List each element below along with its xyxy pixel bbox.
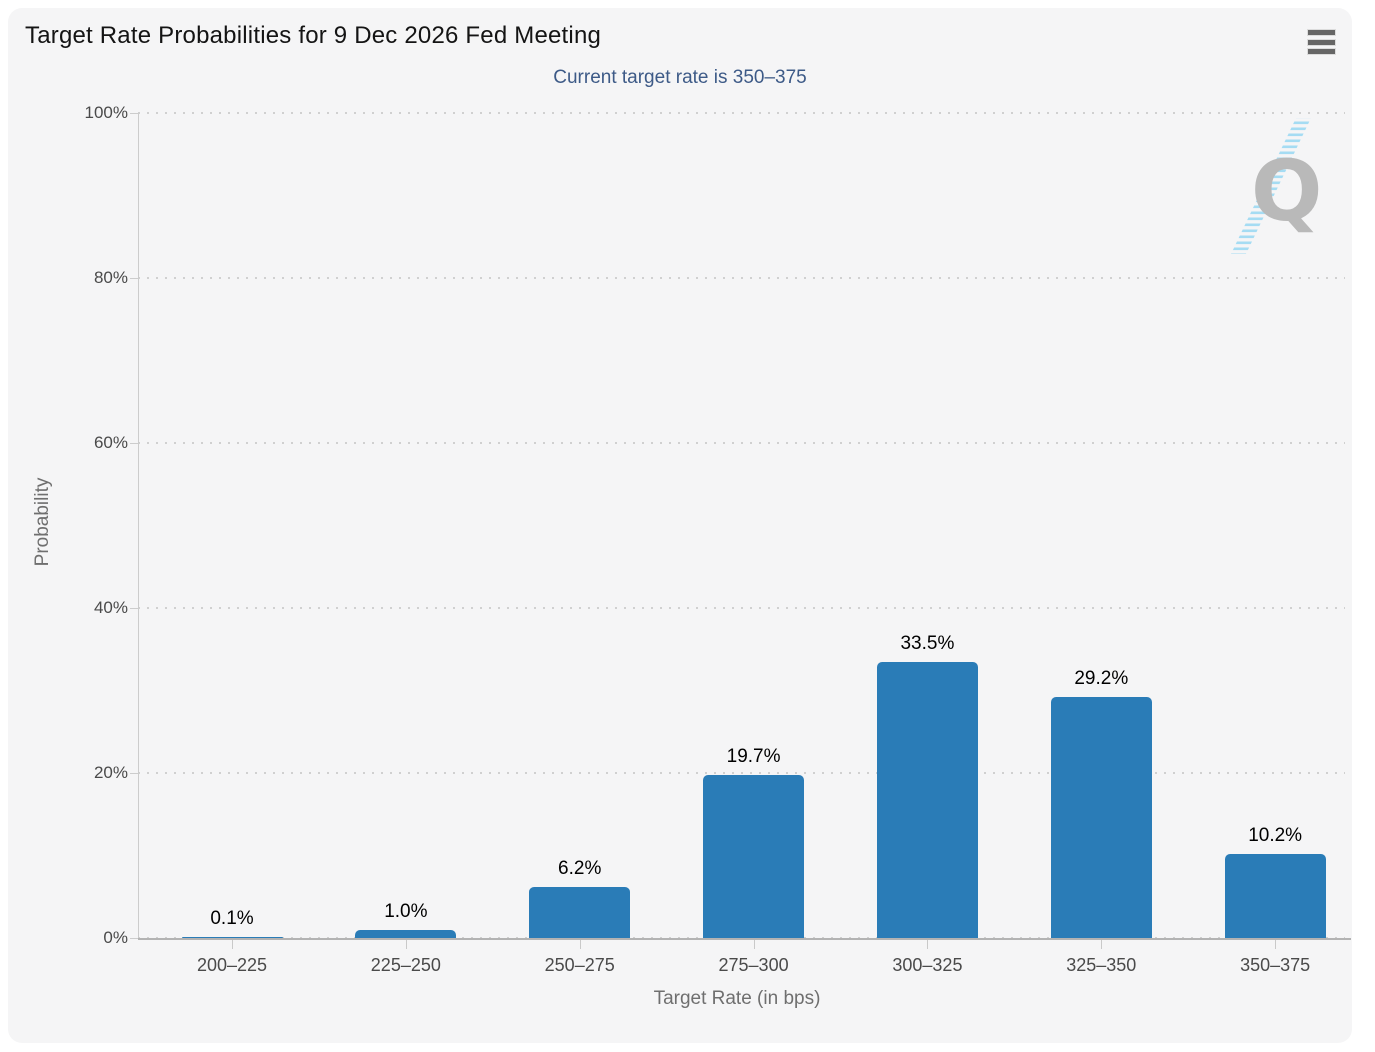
quikstrike-q-logo: Q [1224, 114, 1324, 256]
bar-300-325[interactable] [876, 662, 978, 938]
hamburger-bar [1308, 49, 1335, 54]
gridline [138, 607, 1345, 609]
y-axis-tick-label: 100% [84, 103, 128, 122]
x-axis-tick-label: 250–275 [544, 955, 615, 975]
y-axis-tick-label: 60% [93, 433, 128, 452]
y-axis-tick [130, 278, 138, 279]
bar-250-275[interactable] [529, 887, 631, 938]
y-axis-tick [130, 773, 138, 774]
chart-card: Target Rate Probabilities for 9 Dec 2026… [8, 8, 1352, 1043]
x-axis-title: Target Rate (in bps) [653, 988, 821, 1009]
bar-275-300[interactable] [703, 775, 805, 938]
bar-value-label: 33.5% [900, 633, 955, 654]
plot-area: 0% 20% 40% 60% 80% 100% 0.1% 200–225 1.0% 225–250… [8, 8, 1352, 1043]
y-axis-tick [130, 938, 138, 939]
chart-title: Target Rate Probabilities for 9 Dec 2026… [25, 22, 602, 49]
bar-value-label: 10.2% [1248, 825, 1303, 846]
bar-value-label: 6.2% [558, 858, 602, 879]
x-axis-tick-label: 350–375 [1240, 955, 1311, 975]
y-axis-tick [130, 608, 138, 609]
y-axis-line [138, 113, 139, 938]
bar-350-375[interactable] [1224, 854, 1326, 938]
x-axis-line [138, 938, 1351, 940]
x-axis-tick [927, 940, 929, 949]
hamburger-icon[interactable] [1307, 30, 1336, 54]
bar-value-label: 1.0% [384, 901, 428, 922]
y-axis-tick [130, 113, 138, 114]
x-axis-tick [1101, 940, 1103, 949]
y-axis-tick-label: 40% [93, 598, 128, 617]
watermark-letter: Q [1251, 142, 1322, 240]
x-axis-tick [405, 940, 407, 949]
gridline [138, 112, 1345, 114]
bar-325-350[interactable] [1050, 697, 1152, 938]
x-axis-tick [232, 940, 233, 949]
hamburger-bar [1308, 39, 1335, 45]
lightning-stripes [1231, 118, 1311, 254]
x-axis-tick [1275, 940, 1277, 949]
gridline [138, 277, 1345, 279]
x-axis-tick-label: 275–300 [718, 955, 789, 975]
x-axis-tick [753, 940, 755, 949]
y-axis-tick-label: 80% [93, 268, 128, 287]
y-axis-tick-label: 20% [93, 763, 128, 782]
bar-225-250[interactable] [355, 930, 457, 938]
chart-subtitle: Current target rate is 350–375 [553, 67, 807, 88]
bar-200-225[interactable] [181, 937, 283, 938]
x-axis-tick [579, 940, 581, 949]
bar-value-label: 29.2% [1074, 668, 1129, 689]
bar-value-label: 0.1% [210, 908, 254, 929]
gridline [138, 442, 1345, 444]
x-axis-tick-label: 300–325 [892, 955, 963, 975]
hamburger-bar [1308, 30, 1335, 35]
x-axis-tick-label: 225–250 [370, 955, 441, 975]
x-axis-tick-label: 200–225 [196, 955, 268, 975]
y-axis-title: Probability [32, 477, 53, 567]
y-axis-tick-label: 0% [103, 928, 128, 947]
y-axis-tick [130, 443, 138, 444]
x-axis-tick-label: 325–350 [1066, 955, 1137, 975]
gridline [138, 772, 1345, 774]
bar-value-label: 19.7% [726, 746, 781, 767]
